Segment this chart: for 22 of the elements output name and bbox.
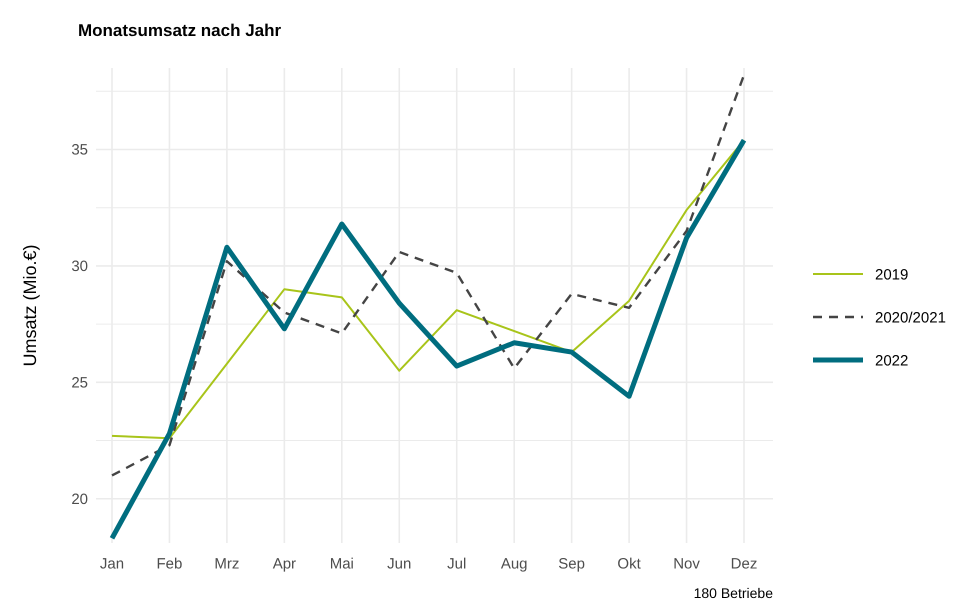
x-tick-label: Apr xyxy=(272,555,296,572)
text: 180 Betriebe xyxy=(694,584,774,601)
x-tick-label: Dez xyxy=(730,555,758,572)
y-axis-title: Umsatz (Mio.€) xyxy=(20,244,40,367)
x-tick-label: Jul xyxy=(447,555,466,572)
x-tick-label: Okt xyxy=(617,555,642,572)
y-tick-label: 25 xyxy=(71,374,88,392)
y-tick-label: 35 xyxy=(71,142,88,159)
x-tick-label: Mrz xyxy=(214,555,240,572)
chart-title: Monatsumsatz nach Jahr xyxy=(78,21,282,40)
x-tick-label: Feb xyxy=(156,555,182,572)
x-tick-label: Jun xyxy=(387,555,412,572)
legend-label: 2020/2021 xyxy=(875,309,946,326)
x-tick-label: Sep xyxy=(558,555,585,572)
y-tick-label: 20 xyxy=(71,491,88,508)
legend-label: 2022 xyxy=(875,352,908,370)
legend-label: 2019 xyxy=(875,266,908,284)
x-tick-label: Aug xyxy=(500,555,528,572)
x-tick-label: Jan xyxy=(100,555,124,572)
x-tick-label: Nov xyxy=(673,555,700,572)
x-tick-label: Mai xyxy=(330,555,354,572)
y-tick-label: 30 xyxy=(71,258,88,276)
